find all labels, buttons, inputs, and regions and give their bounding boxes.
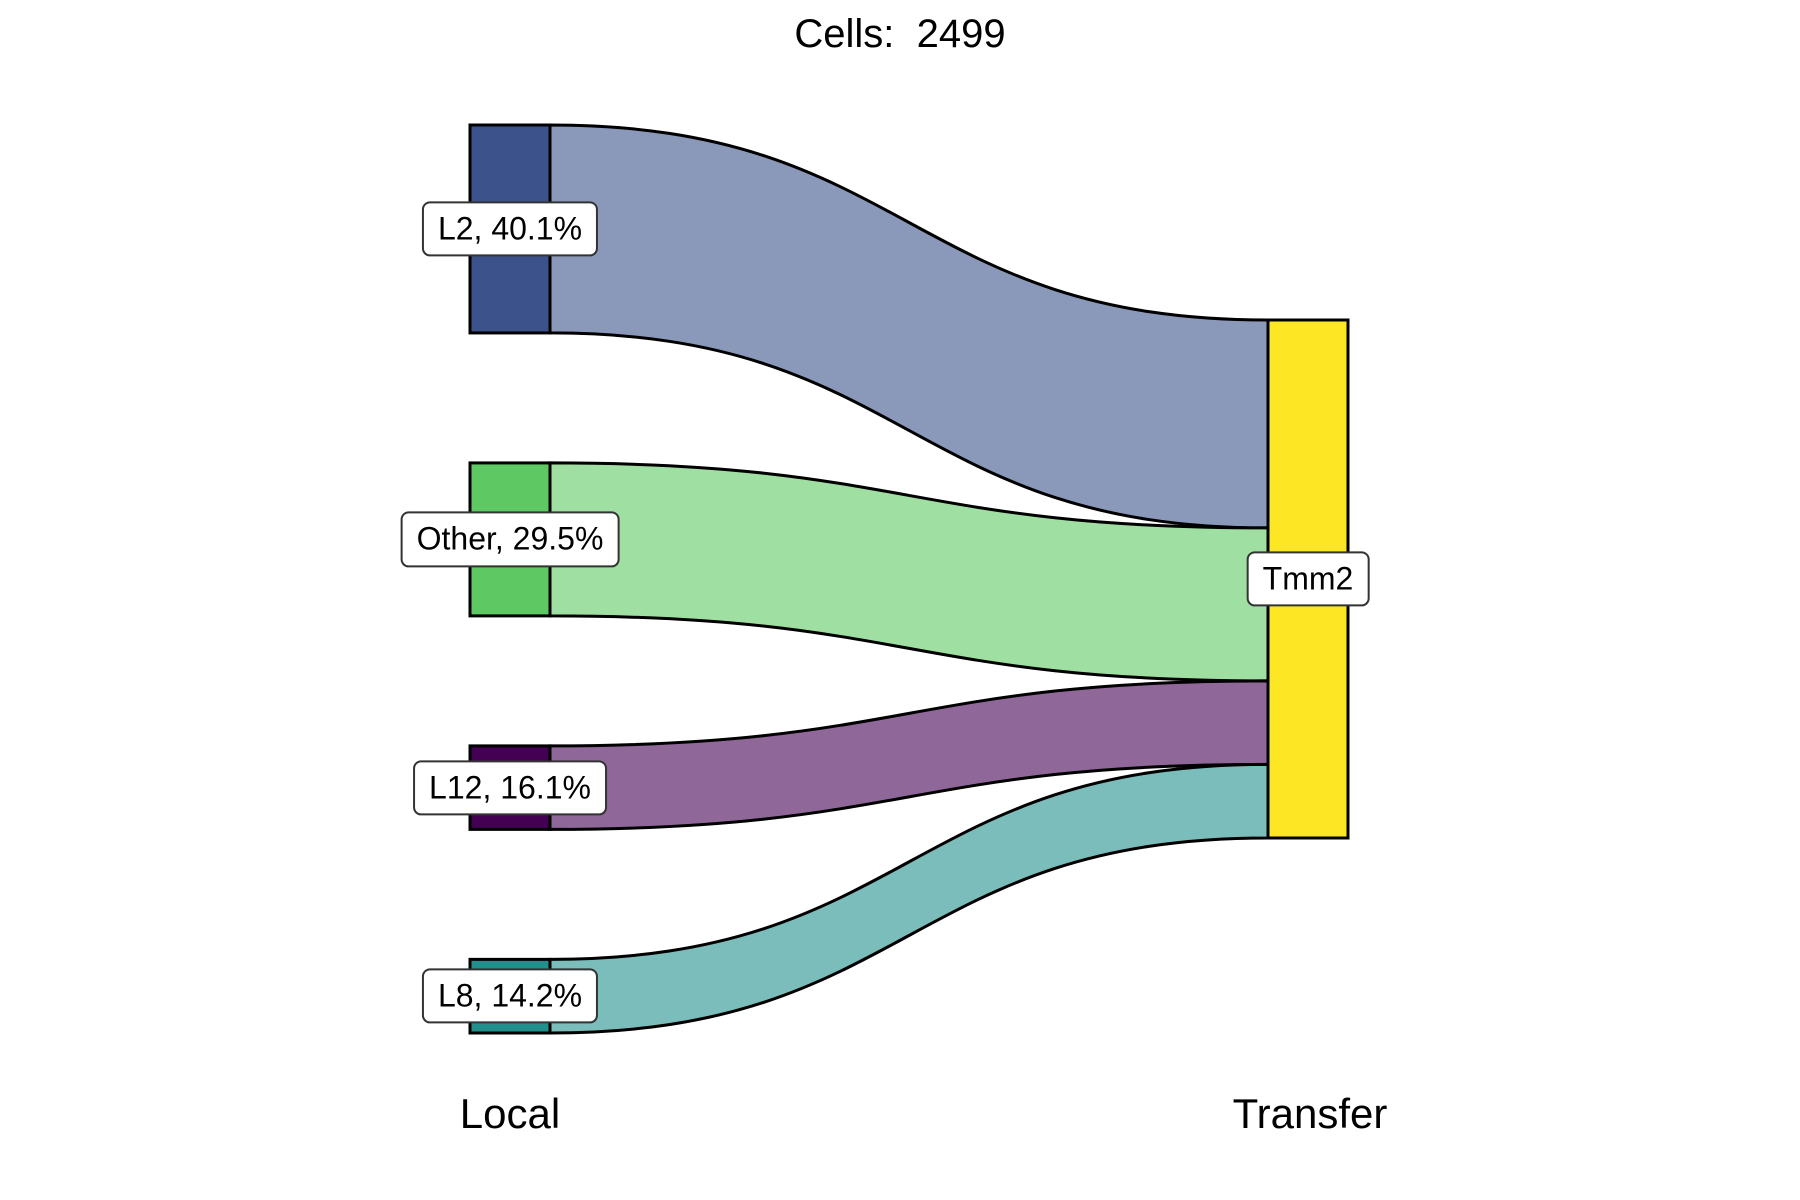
axis-label-local: Local <box>459 1090 561 1137</box>
node-label-other: Other, 29.5% <box>400 511 620 567</box>
flows-group <box>548 123 1270 1035</box>
chart-title: Cells: 2499 <box>0 12 1800 57</box>
node-label-l12: L12, 16.1% <box>413 760 607 816</box>
node-label-l2: L2, 40.1% <box>421 201 599 257</box>
title-prefix: Cells: <box>794 12 895 56</box>
axis-label-transfer: Transfer <box>1232 1090 1388 1137</box>
node-label-tmm2: Tmm2 <box>1246 551 1370 607</box>
title-count: 2499 <box>916 12 1006 56</box>
node-label-l8: L8, 14.2% <box>421 968 599 1024</box>
